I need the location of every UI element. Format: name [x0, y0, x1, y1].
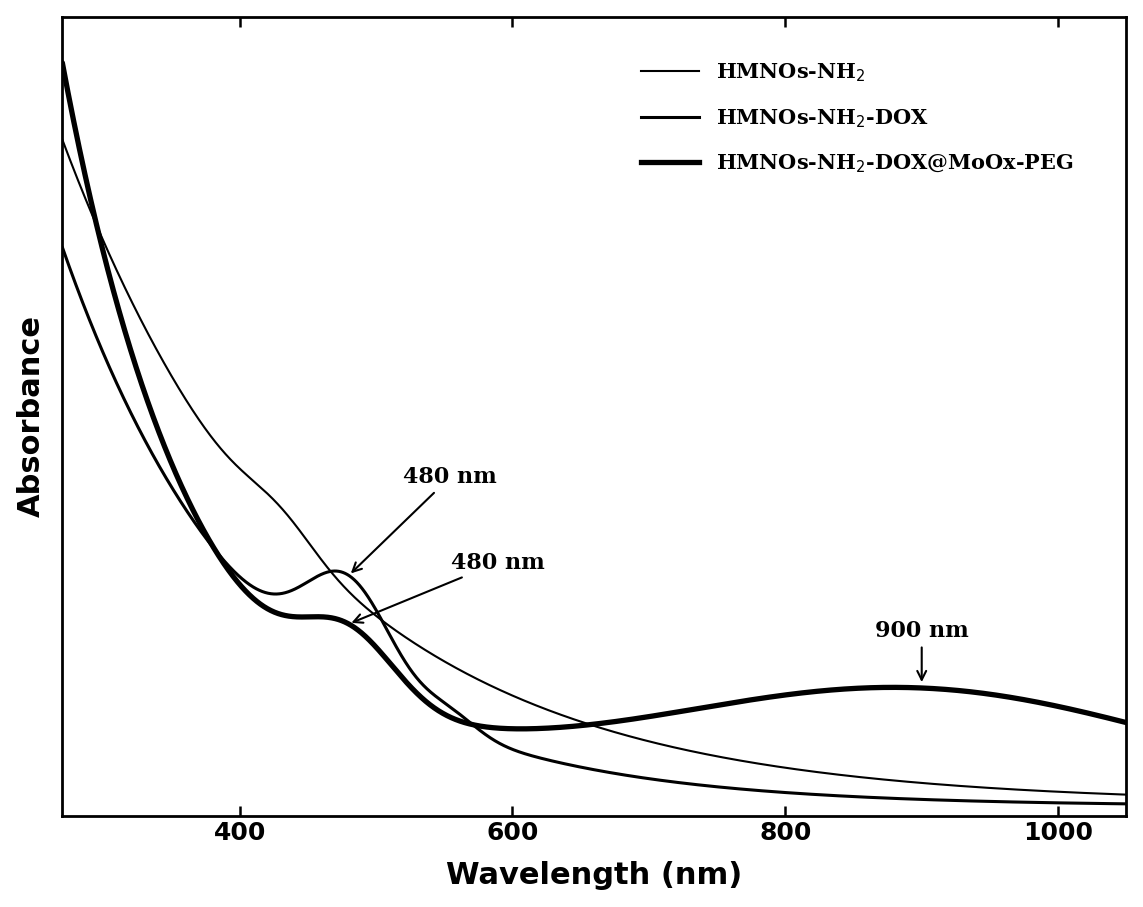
Text: 480 nm: 480 nm [352, 466, 497, 571]
Legend: HMNOs-NH$_2$, HMNOs-NH$_2$-DOX, HMNOs-NH$_2$-DOX@MoOx-PEG: HMNOs-NH$_2$, HMNOs-NH$_2$-DOX, HMNOs-NH… [631, 51, 1084, 185]
X-axis label: Wavelength (nm): Wavelength (nm) [446, 862, 743, 891]
Text: 480 nm: 480 nm [353, 551, 545, 623]
Text: 900 nm: 900 nm [874, 619, 968, 680]
Y-axis label: Absorbance: Absorbance [17, 316, 46, 517]
